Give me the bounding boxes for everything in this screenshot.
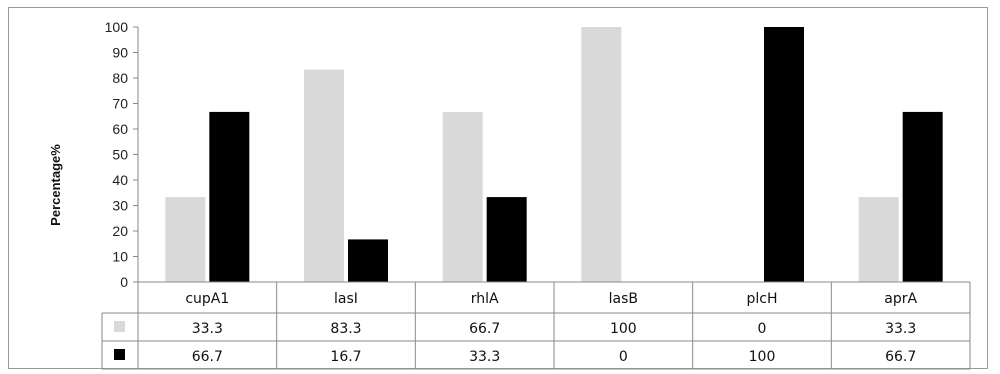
y-tick-label: 10 [112, 249, 128, 265]
y-axis-label: Percentage% [48, 144, 63, 226]
bar-plcH-series-2 [764, 27, 804, 282]
y-tick-label: 60 [112, 121, 128, 137]
data-label: 33.3 [885, 321, 916, 337]
y-tick-label: 70 [112, 96, 128, 112]
bar-aprA-series-1 [858, 197, 899, 282]
bar-cupA1-series-1 [165, 197, 206, 282]
y-tick-label: 50 [112, 147, 128, 163]
category-label: aprA [884, 291, 917, 307]
category-label: rhlA [471, 291, 499, 307]
bar-aprA-series-2 [902, 111, 943, 282]
data-label: 100 [749, 349, 776, 365]
data-label: 100 [610, 321, 637, 337]
category-label: cupA1 [185, 291, 229, 307]
data-table: cupA1 lasI rhlA lasB plcH aprA 33.3 83.3 66.7 100… [101, 281, 971, 370]
y-tick-label: 20 [112, 223, 128, 239]
category-label: plcH [746, 291, 777, 307]
bars [165, 27, 943, 283]
data-label: 66.7 [469, 321, 500, 337]
data-label: 0 [758, 321, 767, 337]
y-tick-label: 100 [105, 19, 129, 35]
data-label: 16.7 [330, 349, 361, 365]
legend-key-series-1 [114, 321, 125, 332]
bar-cupA1-series-2 [209, 111, 250, 282]
y-tick-label: 80 [112, 70, 128, 86]
category-label: lasB [609, 291, 638, 307]
bar-lasI-series-1 [304, 69, 344, 283]
bar-lasI-series-2 [348, 239, 388, 282]
y-tick-label: 30 [112, 198, 128, 214]
y-tick-label: 40 [112, 172, 128, 188]
axes: 0 10 20 30 40 50 60 70 80 90 100 [105, 19, 139, 290]
y-tick-label: 90 [112, 45, 128, 61]
y-tick-label: 0 [120, 274, 128, 290]
bar-rhlA-series-1 [442, 111, 483, 282]
data-label: 33.3 [192, 321, 223, 337]
legend-key-series-2 [114, 349, 125, 360]
data-label: 66.7 [192, 349, 223, 365]
data-label: 83.3 [330, 321, 361, 337]
data-label: 0 [619, 349, 628, 365]
category-label: lasI [334, 291, 358, 307]
data-label: 33.3 [469, 349, 500, 365]
bar-rhlA-series-2 [486, 197, 527, 282]
data-label: 66.7 [885, 349, 916, 365]
bar-lasB-series-1 [581, 27, 622, 282]
